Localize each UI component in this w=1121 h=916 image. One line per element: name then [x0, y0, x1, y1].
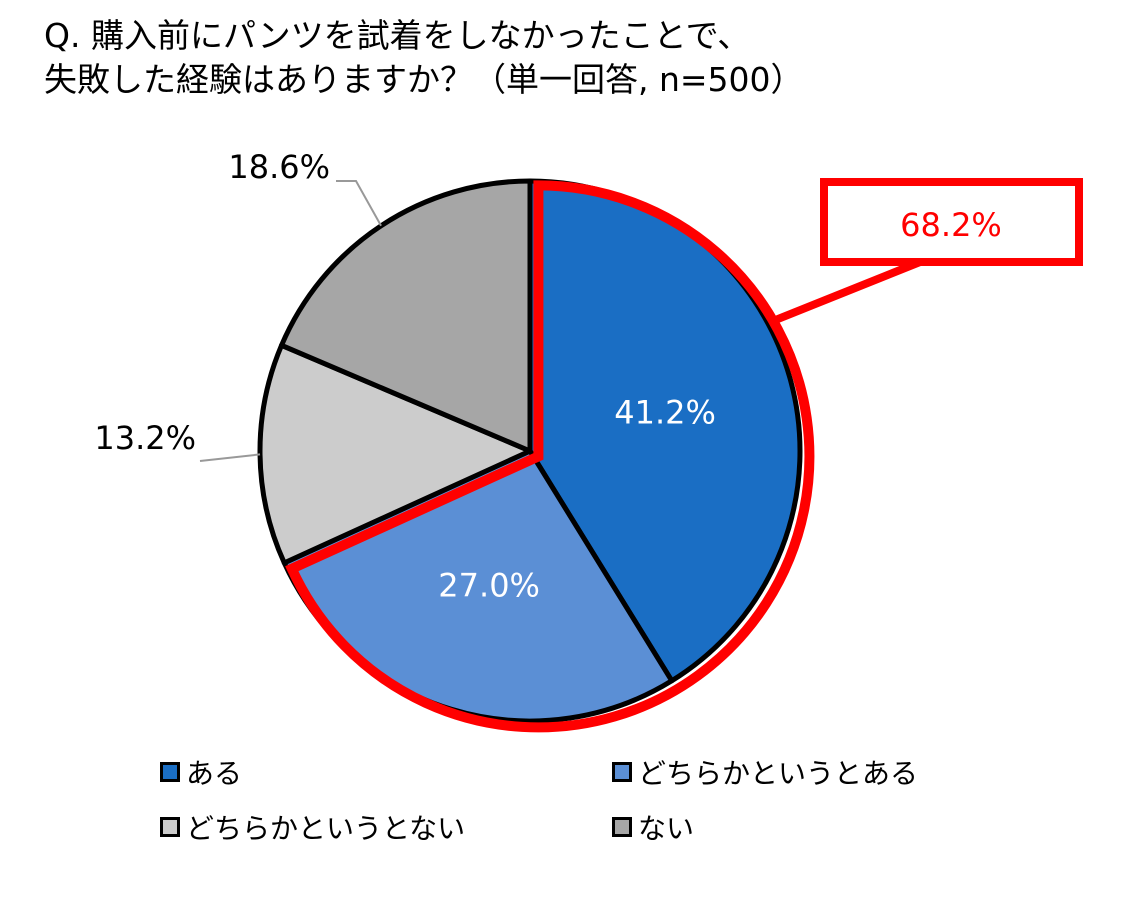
legend-item-aru: ある: [160, 752, 242, 792]
chart-title: Q. 購入前にパンツを試着をしなかったことで、 失敗した経験はありますか？（単一…: [44, 14, 804, 102]
highlight-total-label: 68.2%: [900, 206, 1002, 244]
chart-title-line-2: 失敗した経験はありますか？（単一回答, n=500）: [44, 60, 804, 99]
data-label-3: 18.6%: [228, 148, 330, 186]
data-labels: 41.2% 27.0% 13.2% 18.6%: [94, 148, 716, 604]
highlight-connector: [771, 254, 932, 325]
slice-dochira-nai: [257, 342, 533, 566]
legend-label: ない: [638, 812, 695, 845]
pie-slices: [257, 178, 803, 724]
highlight-group: 68.2%: [285, 178, 1083, 733]
leader-line-3: [336, 180, 382, 227]
legend-item-nai: ない: [612, 807, 694, 847]
legend-label: どちらかというとない: [186, 812, 466, 845]
leader-line-2: [199, 453, 261, 462]
data-label-1: 27.0%: [438, 566, 540, 604]
chart-title-line-1: Q. 購入前にパンツを試着をしなかったことで、: [44, 16, 751, 55]
legend-label: ある: [186, 757, 243, 790]
legend-swatch: [612, 762, 632, 782]
chart-legend: ある どちらかというとある どちらかというとない ない: [160, 752, 1060, 872]
legend-item-dochira-aru: どちらかというとある: [612, 752, 918, 792]
legend-swatch: [160, 817, 180, 837]
highlight-callout-box: [820, 178, 1083, 266]
legend-swatch: [612, 817, 632, 837]
legend-label: どちらかというとある: [638, 757, 919, 790]
data-label-0: 41.2%: [614, 394, 716, 432]
legend-swatch: [160, 762, 180, 782]
highlight-outline: [285, 180, 815, 733]
data-label-2: 13.2%: [94, 419, 196, 457]
legend-item-dochira-nai: どちらかというとない: [160, 807, 465, 847]
